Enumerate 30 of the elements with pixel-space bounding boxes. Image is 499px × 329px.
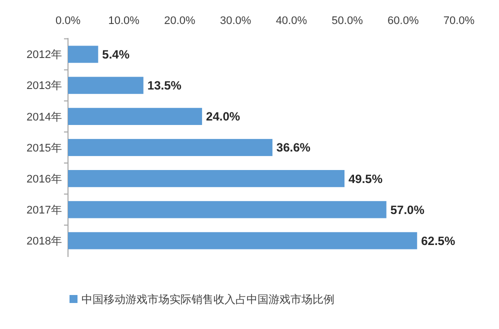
data-label: 36.6% — [276, 140, 311, 155]
x-tick-label: 10.0% — [108, 15, 140, 27]
x-tick-label: 30.0% — [220, 15, 252, 27]
bar — [68, 232, 418, 250]
y-tick-label: 2015年 — [26, 142, 62, 154]
bar — [68, 76, 144, 94]
data-label: 57.0% — [390, 202, 425, 217]
bar — [68, 201, 386, 218]
y-tick-label: 2018年 — [26, 236, 62, 248]
y-tick-label: 2014年 — [26, 111, 62, 124]
data-label: 49.5% — [348, 172, 383, 186]
bar — [68, 170, 344, 188]
x-tick-label: 40.0% — [276, 15, 308, 27]
x-tick-label: 20.0% — [164, 15, 196, 27]
legend-label: 中国移动游戏市场实际销售收入占中国游戏市场比例 — [82, 292, 334, 306]
y-tick-label: 2016年 — [26, 173, 62, 186]
data-label: 24.0% — [206, 110, 240, 124]
y-tick-label: 2017年 — [26, 204, 62, 216]
x-tick-label: 70.0% — [443, 15, 475, 27]
bar — [68, 46, 98, 63]
y-tick-label: 2013年 — [26, 80, 62, 92]
data-label: 13.5% — [147, 78, 182, 93]
x-tick-label: 0.0% — [55, 15, 81, 27]
x-tick-label: 50.0% — [332, 15, 364, 27]
y-tick-label: 2012年 — [26, 49, 62, 62]
bar — [68, 108, 202, 125]
x-tick-label: 60.0% — [388, 15, 419, 27]
data-label: 62.5% — [421, 234, 456, 248]
data-label: 5.4% — [102, 48, 130, 62]
bar — [68, 138, 272, 156]
